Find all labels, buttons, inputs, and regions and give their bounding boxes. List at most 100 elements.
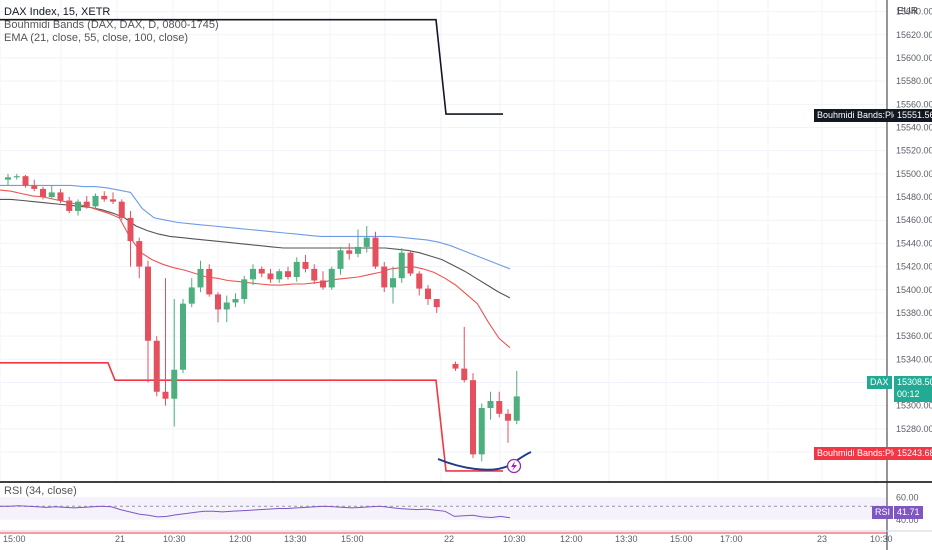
time-tick: 22 (444, 534, 454, 544)
time-tick: 23 (817, 534, 827, 544)
candle (478, 403, 485, 462)
candle-body (293, 261, 300, 278)
candle-body (223, 302, 230, 310)
candle (267, 268, 274, 283)
candle (425, 285, 431, 305)
candle (22, 175, 29, 188)
candle (83, 195, 90, 209)
candle (381, 261, 388, 293)
price-tick: 15280.00 (896, 424, 932, 434)
candle-body (302, 261, 309, 269)
price-tick: 15340.00 (896, 354, 932, 364)
candle (180, 299, 186, 374)
time-tick: 12:00 (560, 534, 583, 544)
rsi-band-fill (0, 497, 887, 520)
candle (470, 373, 476, 458)
candle-body (110, 199, 116, 202)
candle-body (311, 268, 318, 281)
candle-body (232, 299, 239, 303)
candle-body (452, 363, 459, 369)
time-tick: 13:30 (284, 534, 307, 544)
candle (48, 185, 55, 200)
candle-body (197, 268, 204, 288)
bouhmidi-bands-legend[interactable]: Bouhmidi Bands (DAX, DAX, D, 0800-1745) (4, 19, 219, 31)
candle (215, 292, 221, 323)
price-tick: 15480.00 (896, 192, 932, 202)
price-tick: 15620.00 (896, 30, 932, 40)
candle (127, 210, 134, 267)
ema-legend[interactable]: EMA (21, close, 55, close, 100, close) (4, 32, 189, 44)
candle-body (22, 176, 29, 186)
candle-body (75, 201, 81, 211)
candle-body (461, 368, 468, 381)
dax-price-label: 15308.50 00:12 (894, 376, 932, 402)
candle (66, 197, 73, 214)
candle (223, 295, 230, 323)
candle (505, 409, 511, 443)
candle-body (127, 217, 134, 242)
candle (390, 266, 396, 304)
price-tick: 15500.00 (896, 169, 932, 179)
candle-body (337, 250, 344, 269)
currency-label[interactable]: EUR (896, 6, 918, 17)
candle-body (496, 401, 503, 414)
candle (346, 243, 353, 260)
time-tick: 13:30 (615, 534, 638, 544)
candle-body (328, 268, 335, 288)
candle (320, 271, 326, 290)
time-tick: 10:30 (503, 534, 526, 544)
price-tick: 15300.00 (896, 401, 932, 411)
lightning-alert-icon[interactable] (506, 458, 522, 474)
price-tick: 15560.00 (896, 99, 932, 109)
rsi-legend[interactable]: RSI (34, close) (4, 485, 77, 497)
candle (355, 229, 361, 258)
candle-body (487, 401, 494, 408)
price-tick: 15360.00 (896, 331, 932, 341)
upper-band-line (0, 18, 503, 115)
candle (293, 257, 300, 282)
candle-body (381, 266, 388, 288)
candle-body (153, 340, 160, 392)
candle (337, 246, 344, 275)
candle-body (433, 299, 440, 308)
candle (57, 188, 64, 203)
candle (110, 192, 116, 204)
candle-body (145, 266, 151, 341)
candle-body (136, 241, 143, 267)
candle (363, 226, 370, 253)
symbol-title[interactable]: DAX Index, 15, XETR (4, 6, 111, 18)
candle-body (118, 201, 125, 218)
rsi-tick: 40.00 (896, 515, 919, 525)
candle (250, 264, 256, 286)
candle-body (363, 237, 370, 247)
candle (328, 266, 335, 290)
price-tick: 15400.00 (896, 285, 932, 295)
candle-body (416, 273, 423, 289)
candle (258, 266, 265, 278)
candle (13, 173, 20, 180)
candle (433, 299, 440, 313)
time-tick: 17:00 (720, 534, 743, 544)
candle-body (215, 294, 221, 310)
rsi-line (0, 505, 511, 519)
candle-body (407, 252, 414, 274)
candle-body (250, 268, 256, 280)
candle-body (398, 252, 405, 279)
candle (496, 391, 503, 418)
candle-body (355, 246, 361, 254)
candle-body (390, 278, 396, 288)
time-tick: 10:30 (870, 534, 893, 544)
candle (136, 237, 143, 279)
candle-body (101, 195, 108, 200)
candle (513, 370, 520, 425)
candle (40, 186, 46, 200)
candle (285, 266, 291, 280)
upper-band-value-label: 15551.56 (894, 109, 932, 122)
candle (416, 271, 423, 296)
rsi-value-label: 41.71 (894, 506, 923, 519)
candle-body (267, 273, 274, 280)
price-tick: 15440.00 (896, 238, 932, 248)
candle-body (513, 396, 520, 421)
candle (407, 250, 414, 276)
